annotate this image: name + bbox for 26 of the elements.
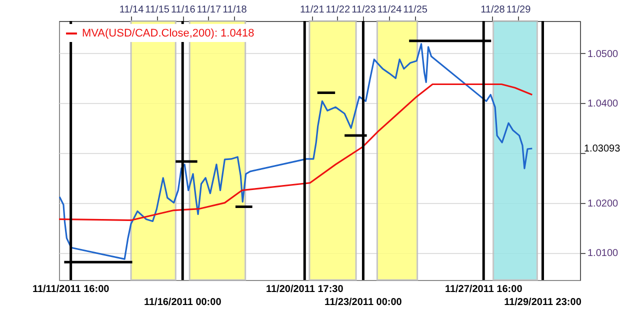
x-tick-label: 11/25 [403,4,428,16]
y-tick-label: 1.0400 [588,98,619,110]
y-tick-label: 1.0200 [588,198,619,210]
x-tick-label: 11/21 [300,4,325,16]
y-tick-label: 1.0500 [588,48,619,60]
ref-line-label: 11/23/2011 00:00 [324,297,402,308]
ref-line-label: 11/20/2011 17:30 [266,284,344,295]
ref-line-label: 11/16/2011 00:00 [144,297,222,308]
x-tick-label: 11/28 [480,4,506,16]
x-tick-label: 11/22 [326,4,350,16]
x-tick-label: 11/18 [222,4,248,16]
ref-line-label: 11/27/2011 16:00 [444,284,523,295]
x-tick-label: 11/24 [377,4,402,16]
x-tick-label: 11/14 [119,4,144,16]
x-tick-label: 11/29 [506,4,532,16]
ref-line-label: 11/29/2011 23:00 [504,297,582,308]
ref-line-label: 11/11/2011 16:00 [32,284,110,295]
x-tick-label: 11/17 [196,4,222,16]
text: 1.03093 [584,144,621,155]
line-series [59,83,533,222]
x-tick-label: 11/23 [352,4,376,16]
x-tick-label: 11/15 [145,4,170,16]
x-tick-label: 11/16 [170,4,196,16]
line-series [59,43,533,260]
legend-label: MVA(USD/CAD.Close,200): 1.0418 [82,28,254,40]
y-tick-label: 1.0100 [588,248,619,260]
